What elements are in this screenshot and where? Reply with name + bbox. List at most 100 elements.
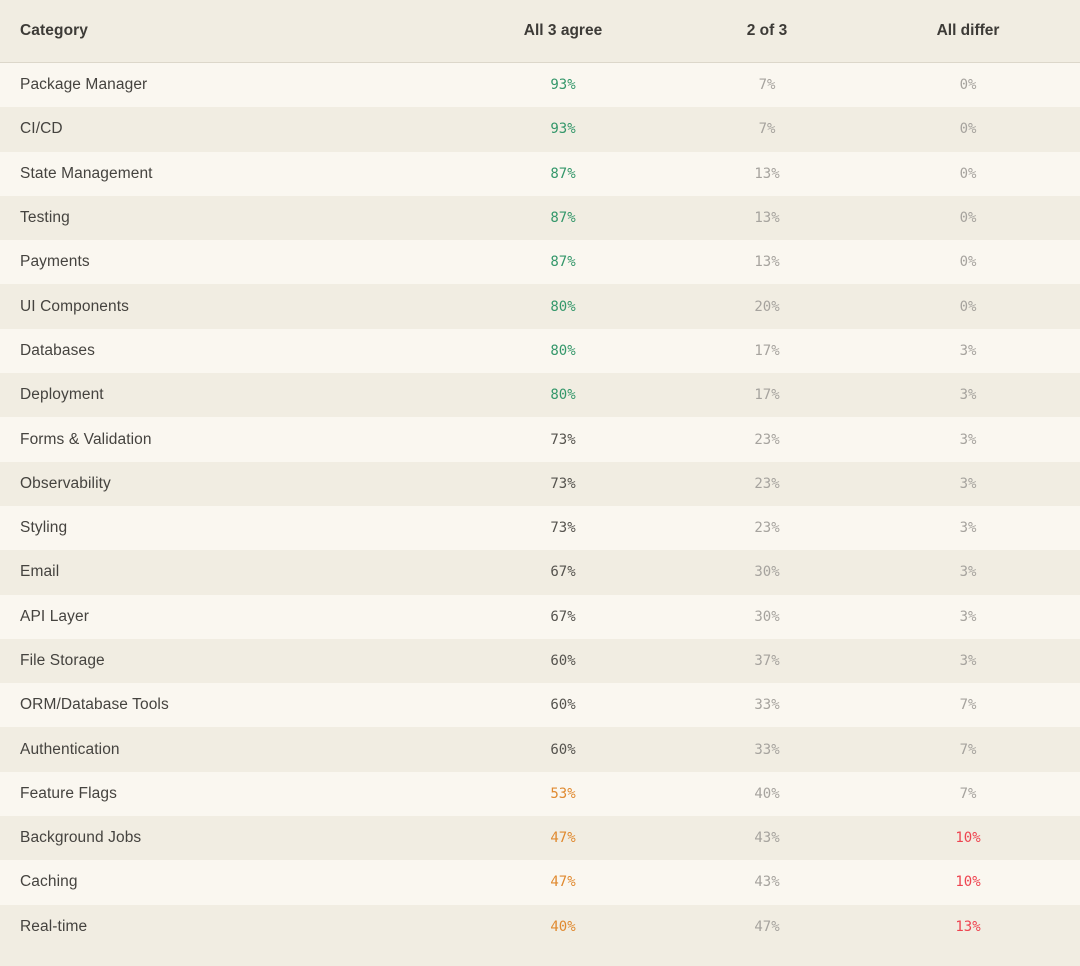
all-3-agree-cell: 87% — [550, 210, 576, 227]
table-row: Background Jobs 47% 43% 10% — [0, 816, 1080, 861]
all-3-agree-cell: 93% — [550, 77, 576, 94]
two-of-three-cell: 7% — [758, 121, 776, 138]
category-cell: State Management — [20, 164, 153, 182]
all-3-agree-cell: 53% — [550, 785, 576, 802]
all-3-agree-cell: 73% — [550, 431, 576, 448]
two-of-three-cell: 7% — [758, 77, 776, 94]
all-3-agree-cell: 47% — [550, 830, 576, 847]
all-3-agree-cell: 87% — [550, 165, 576, 182]
two-of-three-cell: 13% — [754, 254, 780, 271]
category-cell: Styling — [20, 519, 68, 537]
table-header: Category All 3 agree 2 of 3 All differ — [0, 0, 1080, 63]
category-cell: Feature Flags — [20, 784, 117, 802]
table-row: Observability 73% 23% 3% — [0, 461, 1080, 506]
two-of-three-cell: 33% — [754, 697, 780, 714]
table-row: Payments 87% 13% 0% — [0, 240, 1080, 285]
all-differ-cell: 3% — [959, 564, 977, 581]
all-3-agree-cell: 80% — [550, 342, 576, 359]
table-row: Testing 87% 13% 0% — [0, 195, 1080, 241]
all-differ-cell: 3% — [959, 342, 977, 359]
all-3-agree-cell: 60% — [550, 697, 576, 714]
category-cell: Forms & Validation — [20, 430, 152, 448]
table-row: Real-time 40% 47% 13% — [0, 904, 1080, 949]
two-of-three-cell: 13% — [754, 165, 780, 182]
all-3-agree-cell: 67% — [550, 564, 576, 581]
category-cell: Background Jobs — [20, 829, 142, 847]
category-cell: Observability — [20, 474, 111, 492]
two-of-three-cell: 17% — [754, 342, 780, 359]
table-row: File Storage 60% 37% 3% — [0, 638, 1080, 684]
table-row: Authentication 60% 33% 7% — [0, 727, 1080, 772]
table-row: Styling 73% 23% 3% — [0, 505, 1080, 551]
category-cell: File Storage — [20, 652, 105, 669]
table-row: State Management 87% 13% 0% — [0, 151, 1080, 196]
table-row: Databases 80% 17% 3% — [0, 328, 1080, 374]
all-3-agree-cell: 40% — [550, 918, 576, 935]
two-of-three-cell: 43% — [754, 830, 780, 847]
table-row: ORM/Database Tools 60% 33% 7% — [0, 683, 1080, 728]
category-cell: CI/CD — [20, 120, 63, 138]
all-differ-cell: 7% — [959, 741, 977, 758]
two-of-three-cell: 30% — [754, 608, 780, 625]
table-row: Feature Flags 53% 40% 7% — [0, 771, 1080, 817]
all-3-agree-cell: 47% — [550, 874, 576, 891]
two-of-three-cell: 33% — [754, 741, 780, 758]
all-3-agree-cell: 67% — [550, 608, 576, 625]
category-cell: Databases — [20, 341, 96, 359]
table-row: UI Components 80% 20% 0% — [0, 284, 1080, 329]
category-cell: Testing — [20, 209, 70, 227]
all-differ-cell: 0% — [959, 298, 977, 315]
all-differ-cell: 7% — [959, 785, 977, 802]
all-3-agree-cell: 73% — [550, 520, 576, 537]
table-row: Caching 47% 43% 10% — [0, 860, 1080, 905]
two-of-three-cell: 23% — [754, 431, 780, 448]
two-of-three-cell: 20% — [754, 298, 780, 315]
all-differ-cell: 13% — [955, 918, 981, 935]
table-row: Package Manager 93% 7% 0% — [0, 63, 1080, 108]
category-cell: UI Components — [20, 297, 129, 315]
two-of-three-cell: 37% — [754, 653, 780, 669]
all-differ-cell: 0% — [959, 254, 977, 271]
two-of-three-cell: 23% — [754, 475, 780, 492]
all-differ-cell: 3% — [959, 475, 977, 492]
all-3-agree-cell: 80% — [550, 387, 576, 404]
category-cell: Package Manager — [20, 76, 148, 94]
table-row: Deployment 80% 17% 3% — [0, 373, 1080, 418]
table-row: Forms & Validation 73% 23% 3% — [0, 417, 1080, 462]
two-of-three-cell: 23% — [754, 520, 780, 537]
category-cell: ORM/Database Tools — [20, 696, 169, 714]
column-header-all-3-agree: All 3 agree — [523, 22, 603, 39]
category-cell: Real-time — [20, 917, 88, 935]
table-row: Email 67% 30% 3% — [0, 550, 1080, 595]
all-differ-cell: 0% — [959, 121, 977, 138]
all-3-agree-cell: 73% — [550, 475, 576, 492]
all-differ-cell: 3% — [959, 431, 977, 448]
two-of-three-cell: 43% — [754, 874, 780, 891]
two-of-three-cell: 13% — [754, 210, 780, 227]
two-of-three-cell: 40% — [754, 785, 780, 802]
all-3-agree-cell: 93% — [550, 121, 576, 138]
table-row: CI/CD 93% 7% 0% — [0, 107, 1080, 152]
all-3-agree-cell: 80% — [550, 298, 576, 315]
category-cell: Payments — [20, 253, 90, 271]
all-differ-cell: 0% — [959, 77, 977, 94]
category-cell: Caching — [20, 873, 78, 891]
all-differ-cell: 10% — [955, 874, 981, 891]
table-row: API Layer 67% 30% 3% — [0, 594, 1080, 639]
all-differ-cell: 10% — [955, 830, 981, 847]
column-header-all-differ: All differ — [936, 22, 1000, 39]
all-differ-cell: 3% — [959, 387, 977, 404]
all-differ-cell: 3% — [959, 653, 977, 669]
all-differ-cell: 0% — [959, 210, 977, 227]
category-cell: Authentication — [20, 740, 120, 758]
all-3-agree-cell: 60% — [550, 653, 576, 669]
category-cell: API Layer — [20, 607, 89, 625]
category-cell: Email — [20, 563, 60, 581]
all-differ-cell: 3% — [959, 608, 977, 625]
two-of-three-cell: 30% — [754, 564, 780, 581]
column-header-2-of-3: 2 of 3 — [746, 22, 788, 39]
two-of-three-cell: 17% — [754, 387, 780, 404]
all-differ-cell: 0% — [959, 165, 977, 182]
all-3-agree-cell: 60% — [550, 741, 576, 758]
all-differ-cell: 3% — [959, 520, 977, 537]
